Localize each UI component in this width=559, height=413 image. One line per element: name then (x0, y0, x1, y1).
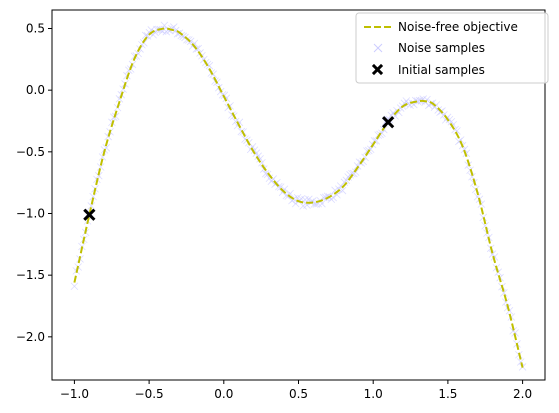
initial-samples-layer (83, 116, 395, 221)
x-tick-label: −0.5 (135, 387, 164, 401)
noise-sample-marker (338, 186, 347, 195)
y-tick-label: −1.5 (16, 268, 45, 282)
noise-sample-marker (89, 192, 97, 201)
noise-sample-marker (481, 221, 489, 230)
legend-label-noise-samples: Noise samples (398, 41, 485, 55)
noise-sample-marker (119, 85, 127, 93)
y-tick-label: −1.0 (16, 207, 45, 221)
legend: Noise-free objective Noise samples Initi… (355, 12, 549, 84)
noise-sample-marker (273, 178, 281, 187)
x-tick-label: 0.0 (214, 387, 233, 401)
noise-sample-marker (449, 120, 457, 129)
noise-sample-marker (235, 118, 244, 127)
objective-line (73, 27, 524, 368)
noise-sample-marker (194, 44, 202, 53)
noise-sample-marker (282, 191, 291, 200)
y-axis: 0.5 0.0 −0.5 −1.0 −1.5 −2.0 (16, 22, 52, 344)
x-tick-label: 0.5 (289, 387, 308, 401)
objective-line-layer (73, 27, 524, 368)
noise-sample-marker (500, 289, 508, 297)
y-tick-label: −2.0 (16, 330, 45, 344)
x-tick-label: −1.0 (60, 387, 89, 401)
y-tick-label: 0.0 (26, 83, 45, 97)
y-tick-label: 0.5 (26, 22, 45, 36)
noise-sample-marker (95, 171, 103, 180)
noise-sample-marker (363, 147, 371, 155)
noise-sample-marker (87, 202, 96, 210)
noise-sample-marker (436, 108, 444, 116)
noise-sample-marker (96, 163, 105, 171)
noise-sample-marker (432, 101, 441, 109)
legend-label-initial-samples: Initial samples (398, 63, 485, 77)
legend-label-noise-free-objective: Noise-free objective (398, 20, 518, 34)
noise-sample-marker (415, 96, 424, 105)
noise-sample-marker (190, 39, 199, 48)
noise-sample-marker (98, 153, 107, 161)
noise-sample-marker (516, 358, 525, 366)
noise-sample-marker (130, 52, 139, 61)
legend-swatch-noise-samples (373, 43, 383, 53)
noise-sample-marker (333, 190, 341, 199)
legend-swatch-initial-samples (371, 63, 384, 76)
noise-sample-marker (280, 185, 289, 194)
noise-sample-marker (226, 102, 234, 110)
noise-sample-marker (413, 97, 422, 105)
x-tick-label: 1.5 (438, 387, 457, 401)
noise-sample-marker (464, 161, 472, 169)
y-tick-label: −0.5 (16, 145, 45, 159)
noise-sample-marker (261, 169, 270, 178)
noise-sample-marker (511, 329, 519, 337)
initial-sample-marker (382, 116, 395, 129)
x-tick-label: 1.0 (364, 387, 383, 401)
noise-sample-marker (395, 108, 403, 117)
x-axis: −1.0 −0.5 0.0 0.5 1.0 1.5 2.0 (60, 380, 532, 401)
noise-sample-marker (70, 282, 79, 291)
initial-sample-marker (83, 208, 96, 221)
noise-sample-marker (351, 168, 360, 176)
legend-box (355, 12, 549, 84)
noise-sample-marker (173, 30, 182, 38)
x-tick-label: 2.0 (513, 387, 532, 401)
noise-sample-marker (104, 132, 112, 141)
